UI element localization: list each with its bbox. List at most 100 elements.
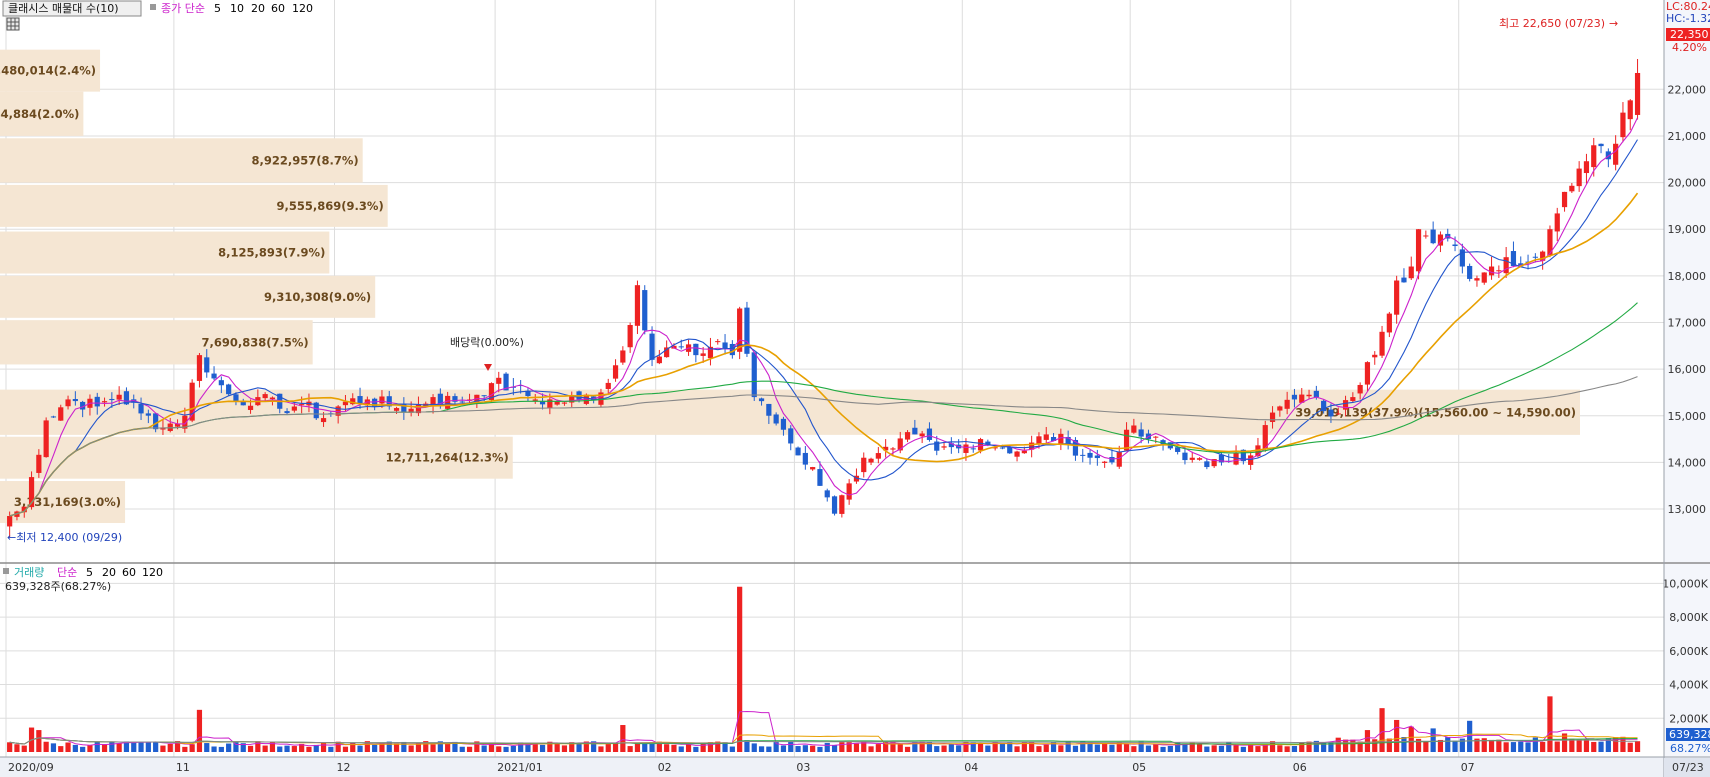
volume-bar	[342, 746, 349, 752]
ma-period-20[interactable]: 20	[251, 2, 265, 15]
volume-bar	[722, 742, 728, 752]
candle-body	[101, 401, 108, 403]
volume-legend-label[interactable]: 거래량	[14, 566, 44, 579]
volume-bar	[1569, 738, 1575, 752]
volume-bar	[240, 743, 246, 752]
volume-ma-period-5[interactable]: 5	[86, 566, 93, 579]
candle-body	[729, 343, 735, 356]
volume-bar	[174, 741, 181, 752]
volume-bar	[43, 741, 49, 752]
candle-body	[1467, 265, 1473, 279]
volume-bar	[656, 741, 662, 752]
volume-bar	[926, 742, 933, 752]
candle-body	[1058, 433, 1064, 445]
volume-profile-label: 2,480,014(2.4%)	[0, 64, 96, 78]
volume-ma-label[interactable]: 단순	[57, 566, 77, 579]
candle-body	[1299, 394, 1305, 403]
volume-bar	[678, 746, 684, 752]
ma-period-60[interactable]: 60	[271, 2, 285, 15]
candle-body	[525, 390, 531, 397]
candle-body	[664, 347, 670, 358]
volume-bar	[1459, 738, 1465, 752]
volume-bar	[919, 741, 925, 752]
volume-tick-label: 6,000K	[1669, 645, 1708, 658]
volume-bar	[1058, 745, 1064, 752]
price-tick-label: 17,000	[1668, 316, 1707, 329]
volume-bar	[561, 745, 568, 752]
candle-body	[649, 333, 655, 360]
volume-bar	[912, 741, 918, 752]
ma-period-5[interactable]: 5	[214, 2, 221, 15]
volume-bar	[1138, 741, 1144, 752]
candle-body	[1583, 161, 1590, 174]
volume-ma-period-120[interactable]: 120	[142, 566, 163, 579]
ma-legend-label[interactable]: 종가 단순	[161, 2, 205, 15]
volume-bar	[1379, 708, 1385, 752]
candle-body	[1364, 362, 1371, 385]
volume-profile-bar	[0, 481, 126, 524]
volume-bar	[379, 742, 385, 752]
candle-body	[1496, 270, 1502, 272]
volume-bar	[598, 746, 604, 752]
candle-body	[269, 397, 276, 400]
volume-profile: 2,480,014(2.4%) 2,044,884(2.0%) 8,922,957(…	[0, 49, 1580, 524]
volume-bar	[868, 746, 874, 752]
indicator-button[interactable]	[2, 0, 142, 17]
candle-body	[1007, 446, 1013, 454]
volume-bar	[773, 742, 779, 752]
volume-bar	[1065, 741, 1071, 752]
price-tick-label: 15,000	[1668, 410, 1707, 423]
candle-body	[1277, 406, 1283, 411]
volume-bar	[1218, 745, 1225, 752]
price-tick-label: 22,000	[1668, 83, 1707, 96]
candle-body	[802, 452, 808, 465]
volume-bar	[1211, 745, 1217, 752]
volume-bar	[1576, 739, 1582, 752]
candle-body	[1065, 436, 1071, 444]
volume-bar	[831, 745, 838, 752]
candle-body	[503, 373, 509, 391]
volume-bar	[474, 741, 480, 752]
table-icon[interactable]	[6, 17, 20, 31]
volume-bar	[36, 730, 42, 752]
candle-body	[1488, 266, 1495, 276]
candle-body	[1540, 251, 1546, 261]
volume-bar	[649, 743, 655, 752]
candle-body	[824, 490, 830, 498]
candle-body	[320, 418, 327, 423]
volume-bar	[204, 743, 210, 752]
volume-bar	[1204, 746, 1210, 752]
volume-profile-label: 9,310,308(9.0%)	[264, 290, 371, 304]
candle-body	[153, 413, 159, 430]
date-tick-label: 03	[796, 761, 810, 774]
date-tick-label: 05	[1132, 761, 1146, 774]
candle-body	[401, 403, 407, 413]
candle-body	[1123, 429, 1130, 451]
price-tick-label: 13,000	[1668, 503, 1707, 516]
volume-bar	[1452, 740, 1458, 752]
candle-body	[496, 377, 502, 384]
candle-body	[189, 382, 195, 421]
candle-body	[50, 416, 57, 418]
candle-body	[1269, 412, 1276, 422]
volume-ma-period-20[interactable]: 20	[102, 566, 116, 579]
ma-period-10[interactable]: 10	[230, 2, 244, 15]
volume-bar	[985, 745, 991, 752]
volume-ma-period-60[interactable]: 60	[122, 566, 136, 579]
ma-period-120[interactable]: 120	[292, 2, 313, 15]
volume-bar	[992, 742, 998, 752]
candle-body	[883, 446, 889, 451]
volume-bar	[839, 742, 845, 752]
candle-body	[335, 406, 341, 416]
volume-bar	[1313, 740, 1319, 752]
candle-body	[342, 401, 349, 406]
volume-bar	[671, 744, 677, 752]
volume-bar	[1102, 743, 1108, 752]
candle-body	[1510, 251, 1517, 266]
volume-bar	[401, 741, 407, 752]
volume-bar	[233, 742, 239, 752]
candle-body	[868, 458, 874, 463]
volume-bar	[167, 743, 173, 752]
volume-bar	[1116, 742, 1122, 752]
